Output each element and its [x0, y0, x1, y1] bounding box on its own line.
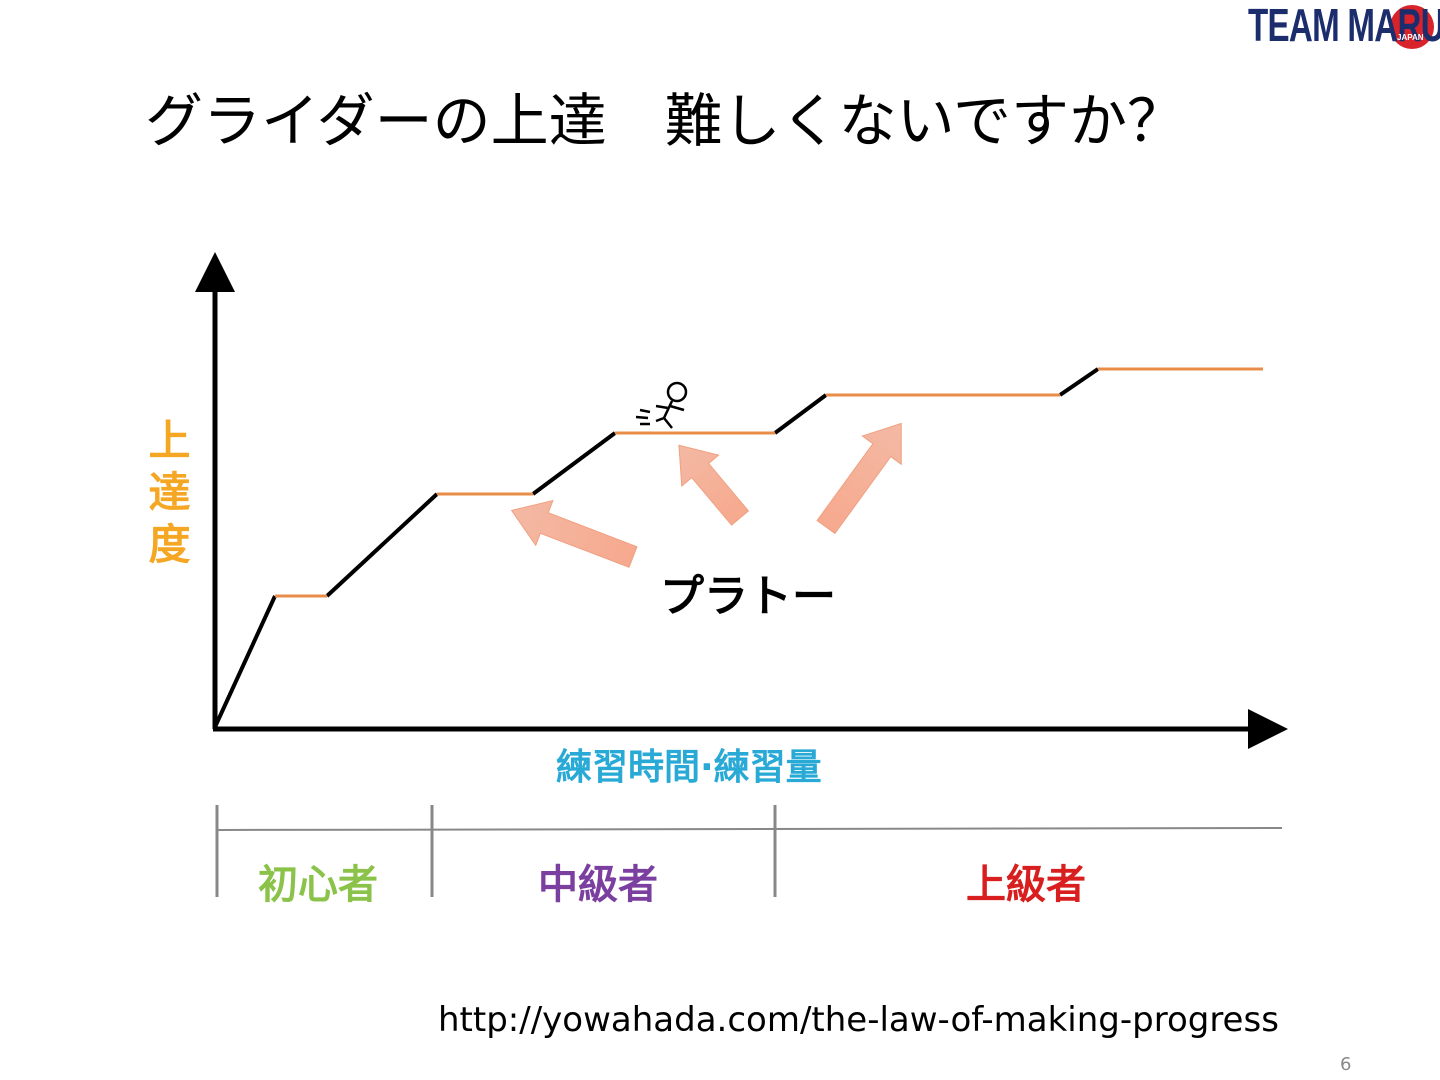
progress-curve — [213, 367, 1100, 728]
page-number: 6 — [1340, 1054, 1352, 1075]
level-timeline — [215, 805, 1283, 897]
level-label: 中級者 — [538, 862, 658, 908]
level-label: 初心者 — [258, 862, 378, 908]
logo-badge — [1390, 5, 1434, 49]
plateau-arrows — [510, 422, 902, 568]
y-axis-label: 上達度 — [142, 418, 191, 574]
level-label: 上級者 — [966, 862, 1086, 908]
slide-title: グライダーの上達 難しくないですか？ — [145, 87, 1185, 155]
runner-icon — [635, 381, 688, 429]
plateau-label: プラトー — [660, 571, 836, 622]
logo-text: TEAM MARU — [1248, 0, 1440, 51]
plateaus — [275, 367, 1263, 598]
source-url: http://yowahada.com/the-law-of-making-pr… — [438, 1000, 1279, 1040]
x-axis-label: 練習時間·練習量 — [556, 747, 822, 788]
logo-badge-text: JAPAN — [1397, 33, 1424, 42]
